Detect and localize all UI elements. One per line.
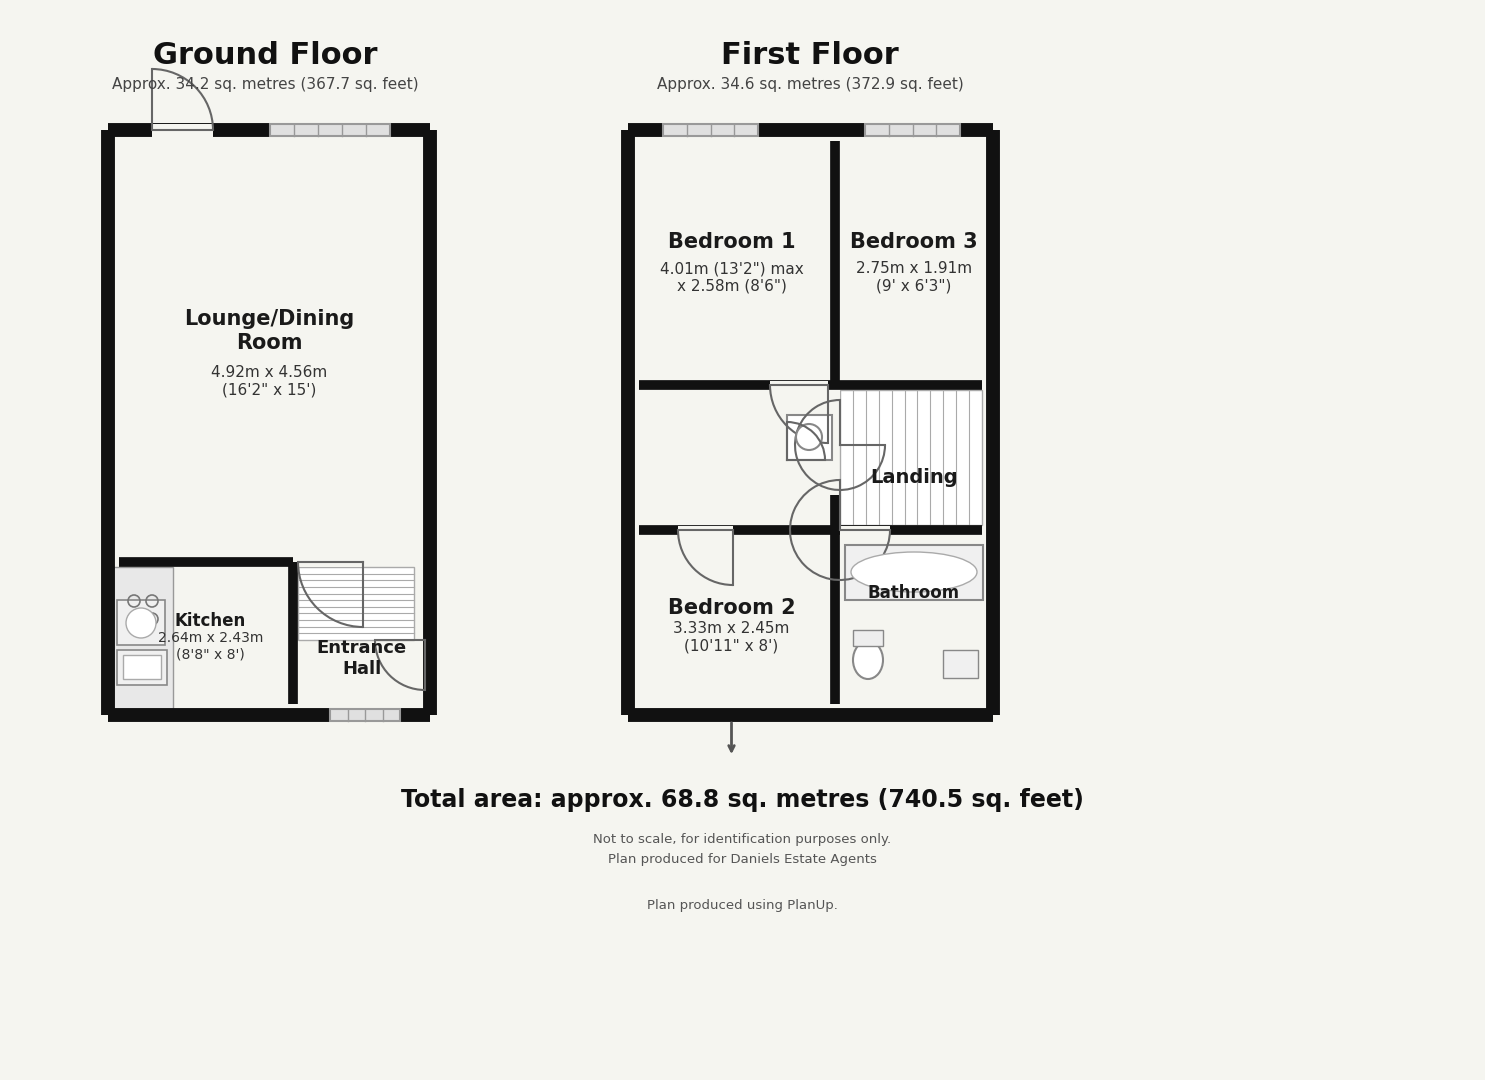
Bar bbox=[943, 650, 979, 678]
Text: 4.01m (13'2") max
x 2.58m (8'6"): 4.01m (13'2") max x 2.58m (8'6") bbox=[659, 261, 803, 294]
Bar bbox=[771, 381, 829, 390]
Bar bbox=[832, 390, 841, 445]
Bar bbox=[298, 558, 362, 567]
Bar bbox=[270, 124, 391, 136]
Text: Bathroom: Bathroom bbox=[867, 583, 961, 602]
Text: Bedroom 3: Bedroom 3 bbox=[851, 232, 977, 253]
Bar bbox=[151, 124, 212, 137]
Bar bbox=[841, 390, 982, 525]
Text: First Floor: First Floor bbox=[722, 40, 898, 69]
Bar bbox=[841, 526, 890, 535]
Text: 2.64m x 2.43m
(8'8" x 8'): 2.64m x 2.43m (8'8" x 8') bbox=[157, 632, 263, 662]
Text: 4.92m x 4.56m
(16'2" x 15'): 4.92m x 4.56m (16'2" x 15') bbox=[211, 365, 327, 397]
Text: Plan produced using PlanUp.: Plan produced using PlanUp. bbox=[646, 899, 838, 912]
Bar bbox=[845, 545, 983, 600]
Bar bbox=[117, 650, 166, 685]
Bar bbox=[679, 526, 734, 535]
Text: Lounge/Dining
Room: Lounge/Dining Room bbox=[184, 309, 353, 352]
Text: Approx. 34.6 sq. metres (372.9 sq. feet): Approx. 34.6 sq. metres (372.9 sq. feet) bbox=[656, 78, 964, 93]
Bar bbox=[113, 567, 172, 712]
Bar bbox=[298, 567, 414, 640]
Text: Plan produced for Daniels Estate Agents: Plan produced for Daniels Estate Agents bbox=[607, 853, 876, 866]
Bar bbox=[662, 124, 757, 136]
Circle shape bbox=[796, 424, 823, 450]
Circle shape bbox=[126, 608, 156, 638]
Bar bbox=[270, 124, 391, 136]
Ellipse shape bbox=[851, 552, 977, 592]
Text: Total area: approx. 68.8 sq. metres (740.5 sq. feet): Total area: approx. 68.8 sq. metres (740… bbox=[401, 788, 1084, 812]
Bar bbox=[864, 124, 959, 136]
Text: 3.33m x 2.45m
(10'11" x 8'): 3.33m x 2.45m (10'11" x 8') bbox=[673, 621, 790, 653]
Bar bbox=[330, 708, 399, 721]
Text: Kitchen: Kitchen bbox=[175, 611, 247, 630]
Text: Landing: Landing bbox=[870, 468, 958, 487]
Text: Ground Floor: Ground Floor bbox=[153, 40, 377, 69]
Bar bbox=[117, 600, 165, 645]
Bar bbox=[864, 124, 959, 136]
Text: Entrance
Hall: Entrance Hall bbox=[316, 639, 407, 678]
Text: 2.75m x 1.91m
(9' x 6'3"): 2.75m x 1.91m (9' x 6'3") bbox=[855, 261, 973, 294]
Text: Bedroom 1: Bedroom 1 bbox=[668, 232, 796, 253]
Bar bbox=[852, 630, 884, 646]
Bar bbox=[330, 708, 399, 723]
Bar bbox=[787, 415, 832, 460]
Bar bbox=[662, 124, 757, 136]
Text: Not to scale, for identification purposes only.: Not to scale, for identification purpose… bbox=[593, 834, 891, 847]
Ellipse shape bbox=[852, 642, 884, 679]
Text: Bedroom 2: Bedroom 2 bbox=[668, 597, 796, 618]
Text: Approx. 34.2 sq. metres (367.7 sq. feet): Approx. 34.2 sq. metres (367.7 sq. feet) bbox=[111, 78, 419, 93]
Bar bbox=[123, 654, 160, 679]
